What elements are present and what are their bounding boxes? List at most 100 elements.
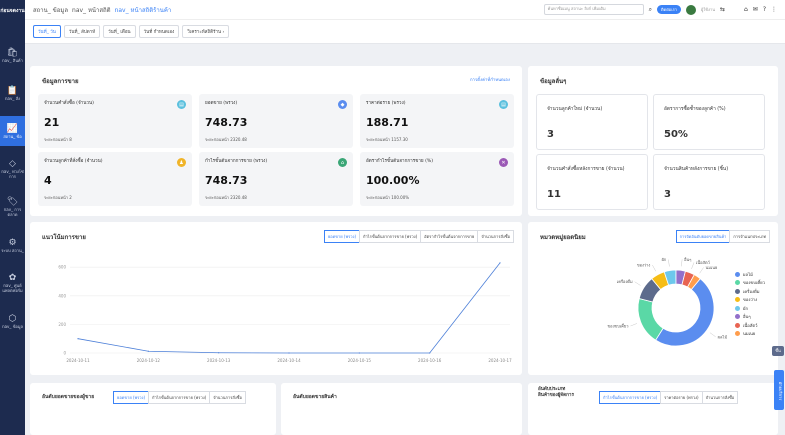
data-point <box>147 350 149 352</box>
breadcrumb-3[interactable]: nav_ หน้าสถิติร้านค้า <box>114 6 172 14</box>
stat-label: อัตรากำไรขั้นต้นจากการขาย (%) <box>366 159 434 164</box>
slice-leader <box>709 332 716 337</box>
seller-tab-orders[interactable]: จำนวนการสั่งซื้อ <box>209 391 246 404</box>
catrank-tab-orders[interactable]: จำนวนการสั่งซื้อ <box>701 391 739 404</box>
product-rank-title: อันดับยอดขายสินค้า <box>293 394 337 400</box>
seller-tab-profit[interactable]: กำไรขั้นต้นจากการขาย (พรวง) <box>148 391 211 404</box>
stat-value: 100.00% <box>366 174 420 187</box>
legend-swatch <box>735 314 740 320</box>
notification-icon[interactable]: ✉ <box>752 6 758 13</box>
customer-card: ข้อมูลลั่นๆ จำนวนลูกค้าใหม่ (จำนวน) 3 อัต… <box>528 66 778 216</box>
x-tick-label: 2024-10-13 <box>207 358 231 363</box>
legend-entry[interactable]: ของขบเคี้ยว <box>735 279 765 288</box>
customer-service-button[interactable]: ฝ่ายบริการ <box>774 370 784 410</box>
sales-trend-card: แนวโน้มการขาย ยอดขาย (พรวง) กำไรขั้นต้นจ… <box>30 222 522 375</box>
tab-month[interactable]: วันที่_ เดือน <box>103 25 136 38</box>
stat-value: 188.71 <box>366 116 409 129</box>
slice-label: ผัก <box>662 257 667 262</box>
slice-leader <box>634 281 641 286</box>
catrank-tab-profit[interactable]: กำไรขั้นต้นจากการขาย (พรวง) <box>599 391 662 404</box>
seller-tab-sales[interactable]: ยอดขาย (พรวง) <box>113 391 150 404</box>
period-tabs: วันที่_ วัน วันที่_ สัปดาห์ วันที่_ เดือ… <box>25 20 785 44</box>
stat-icon: ⌂ <box>338 158 347 167</box>
pie-slice <box>637 298 664 341</box>
metric-value: 3 <box>547 129 554 140</box>
catrank-tab-price[interactable]: ราคาต่อราย (พรวง) <box>660 391 703 404</box>
legend-entry[interactable]: ผัก <box>735 304 765 313</box>
legend-entry[interactable]: ผลไม้ <box>735 270 765 279</box>
search-icon[interactable]: ⌕ <box>648 5 653 13</box>
legend-entry[interactable]: นมเนย <box>735 330 765 339</box>
sidebar-item-6[interactable]: ✿ nav_ ศูนย์ แพลตฟอร์ม <box>0 268 25 298</box>
slice-leader <box>681 259 683 267</box>
sidebar-item-5[interactable]: ⚙ ระบบ สถาน_ <box>0 230 25 260</box>
legend-swatch <box>735 331 740 337</box>
tab-analysis[interactable]: วิเคราะห์สถิติร้าน › <box>182 25 230 38</box>
legend-swatch <box>735 271 740 277</box>
back-to-top-button[interactable]: ขึ้น <box>772 346 784 356</box>
legend-label: เนื้อสัตว์ <box>743 322 758 328</box>
search-input[interactable]: ค้นหาชื่อเมนู สถานะ ลิงก์ เพิ่มเติม <box>543 4 644 15</box>
app-logo: ก่อนจดงาน <box>0 8 25 14</box>
sales-trend-chart: 0 200 400 600 2024-10-11 2024-10-12 2024-10-13… <box>58 262 512 363</box>
stat-card: ยอดขาย (พรวง) ◆ 748.73 ระยะก่อนหน้า 2320… <box>199 94 353 148</box>
category-card: หมวดหมู่ยอดนิยม การจัดอันดับยอดขายสินค้า… <box>528 222 778 375</box>
more-icon[interactable]: ⋮ <box>771 6 777 13</box>
custom-settings-link[interactable]: การตั้งค่าที่กำหนดเอง <box>469 78 510 83</box>
trend-tab-profit[interactable]: กำไรขั้นต้นจากการขาย (พรวง) <box>359 230 422 243</box>
legend-swatch <box>735 322 740 328</box>
user-name[interactable]: ผู้ใช้งาน <box>700 7 715 12</box>
stat-icon: ▤ <box>499 100 508 109</box>
contact-button[interactable]: ติดต่อเรา <box>657 5 681 14</box>
sidebar-item-1[interactable]: 📋 nav_ สั่ง <box>0 78 25 108</box>
translate-icon[interactable]: ⇆ <box>719 6 725 13</box>
stat-icon: ◆ <box>338 100 347 109</box>
stat-card: จำนวนลูกค้าที่สั่งซื้อ (จำนวน) ♟ 4 ระยะก… <box>38 152 192 206</box>
tab-week[interactable]: วันที่_ สัปดาห์ <box>63 25 101 38</box>
metric-value: 3 <box>664 189 671 200</box>
avatar[interactable] <box>685 4 696 15</box>
legend-entry[interactable]: ของว่าง <box>735 296 765 305</box>
stat-previous: ระยะก่อนหน้า 2320.48 <box>205 137 247 142</box>
stat-previous: ระยะก่อนหน้า 1157.30 <box>366 137 408 142</box>
tab-day[interactable]: วันที่_ วัน <box>33 25 61 38</box>
y-tick-label: 0 <box>63 351 66 356</box>
trend-tab-orders[interactable]: จำนวนการสั่งซื้อ <box>477 230 514 243</box>
legend-entry[interactable]: เครื่องดื่ม <box>735 287 765 296</box>
sidebar-item-0[interactable]: 🛍 nav_ สินค้า <box>0 40 25 70</box>
seller-rank-card: อันดับยอดขายของผู้ขาย ยอดขาย (พรวง) กำไร… <box>30 383 276 435</box>
sidebar-item-3[interactable]: ◇ nav_ ห่วงโซ่การ <box>0 154 25 184</box>
sidebar-icon: 📈 <box>6 123 19 134</box>
metric-label: จำนวนคำสั่งซื้อหลังการขาย (จำนวน) <box>547 167 625 172</box>
breadcrumb-1[interactable]: สถาน_ ข้อมูล <box>33 6 69 14</box>
slice-label: อื่นๆ <box>684 257 692 262</box>
legend-label: เครื่องดื่ม <box>743 288 760 294</box>
sidebar-item-label: nav_ ห่วงโซ่การ <box>1 169 24 179</box>
product-rank-card: อันดับยอดขายสินค้า <box>281 383 522 435</box>
tab-custom[interactable]: วันที่ กำหนดเอง <box>138 25 180 38</box>
slice-leader <box>652 264 656 272</box>
breadcrumb-2[interactable]: nav_ หน้าสถิติ <box>72 6 111 14</box>
sidebar-item-7[interactable]: ⬡ nav_ ข้อมูล <box>0 306 25 336</box>
sidebar-item-label: ระบบ สถาน_ <box>1 247 24 253</box>
sidebar-item-4[interactable]: 🏷 nav_ การ ตลาด <box>0 192 25 222</box>
legend-entry[interactable]: อื่นๆ <box>735 313 765 322</box>
sidebar-item-2[interactable]: 📈 สถาน_ ข้อ <box>0 116 25 146</box>
category-rank-title: อันดับประเภทสินค้าของผู้จัดการ <box>538 387 574 398</box>
customer-metric-box: จำนวนสินค้าหลังการขาย (ชิ้น) 3 <box>653 154 765 210</box>
store-icon[interactable]: ⌂ <box>743 6 748 13</box>
x-tick-label: 2024-10-16 <box>418 358 442 363</box>
slice-leader <box>668 259 670 267</box>
sidebar-icon: ⚙ <box>8 237 17 248</box>
legend-label: อื่นๆ <box>743 314 751 320</box>
legend-label: ของว่าง <box>743 297 758 303</box>
trend-tab-margin[interactable]: อัตรากำไรขั้นต้นจากการขาย <box>420 230 479 243</box>
metric-value: 11 <box>547 189 561 200</box>
legend-entry[interactable]: เนื้อสัตว์ <box>735 321 765 330</box>
help-icon[interactable]: ? <box>762 6 766 13</box>
sidebar-item-label: nav_ สั่ง <box>4 95 21 101</box>
customer-title: ข้อมูลลั่นๆ <box>540 78 567 85</box>
slice-label: ผลไม้ <box>718 334 728 339</box>
category-tab-type[interactable]: การจำแนกประเภท <box>729 230 770 243</box>
slice-leader <box>630 323 638 327</box>
